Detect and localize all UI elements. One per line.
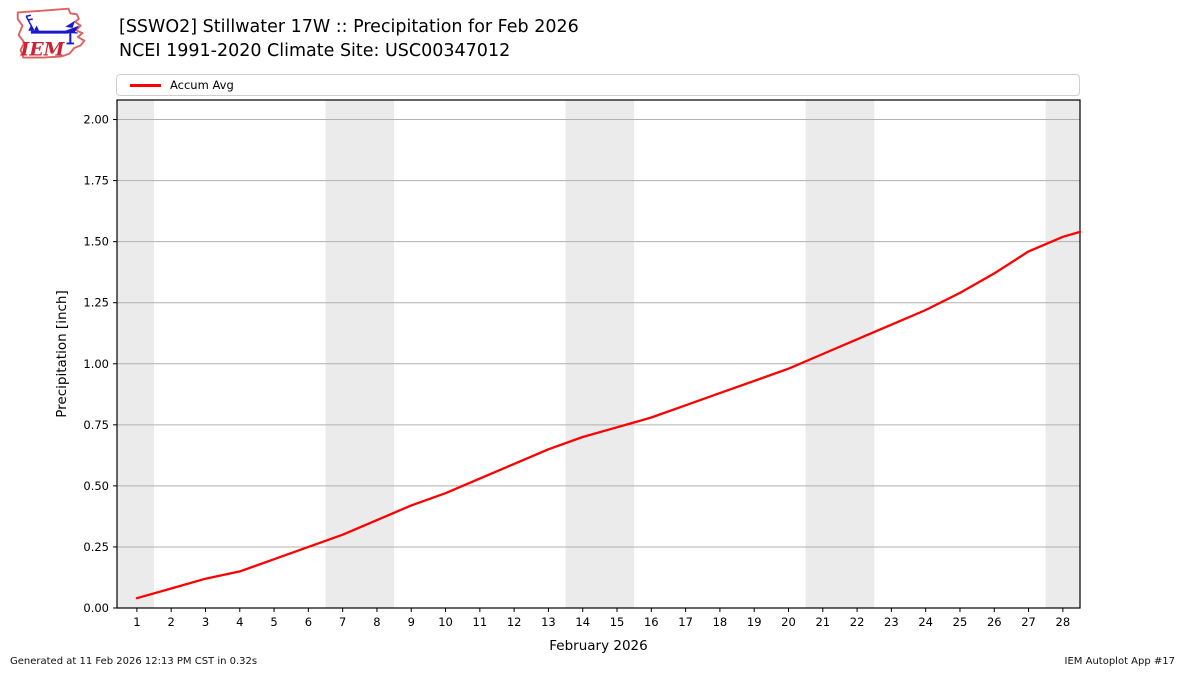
x-tick-label: 22 bbox=[850, 615, 865, 629]
x-tick-label: 10 bbox=[438, 615, 453, 629]
x-tick-label: 3 bbox=[202, 615, 209, 629]
x-tick-label: 17 bbox=[678, 615, 693, 629]
accum-avg-line bbox=[135, 230, 1082, 600]
y-tick-label: 0.50 bbox=[83, 479, 109, 493]
plot-border bbox=[116, 99, 1081, 609]
weather-vane-icon bbox=[25, 14, 80, 45]
weekend-band bbox=[565, 100, 635, 608]
x-tick-label: 13 bbox=[541, 615, 556, 629]
x-tick-label: 11 bbox=[473, 615, 488, 629]
legend-label: Accum Avg bbox=[170, 78, 234, 92]
iowa-outline-icon bbox=[16, 7, 86, 59]
weekend-band bbox=[1045, 100, 1080, 608]
accum-avg-line-swatch bbox=[130, 83, 161, 87]
x-tick-label: 25 bbox=[953, 615, 968, 629]
page-subtitle: NCEI 1991-2020 Climate Site: USC00347012 bbox=[119, 41, 511, 61]
app-credit: IEM Autoplot App #17 bbox=[1064, 656, 1175, 667]
legend-item-accum-avg: Accum Avg bbox=[130, 78, 234, 92]
x-axis-title: February 2026 bbox=[549, 638, 647, 654]
y-tick-label: 1.75 bbox=[83, 174, 109, 188]
weekend-band bbox=[117, 100, 155, 608]
y-tick-label: 2.00 bbox=[83, 113, 109, 127]
legend: Accum Avg bbox=[116, 74, 1080, 96]
iem-logo-text: IEM bbox=[20, 39, 66, 61]
title-block: [SSWO2] Stillwater 17W :: Precipitation … bbox=[119, 15, 579, 63]
x-tick-label: 2 bbox=[168, 615, 175, 629]
page-title: [SSWO2] Stillwater 17W :: Precipitation … bbox=[119, 17, 579, 37]
y-tick-label: 1.00 bbox=[83, 357, 109, 371]
x-tick-label: 18 bbox=[713, 615, 728, 629]
x-tick-label: 12 bbox=[507, 615, 522, 629]
x-tick-label: 24 bbox=[918, 615, 933, 629]
x-tick-label: 23 bbox=[884, 615, 899, 629]
y-tick-label: 1.50 bbox=[83, 235, 109, 249]
x-tick-label: 20 bbox=[781, 615, 796, 629]
weekend-band bbox=[325, 100, 395, 608]
x-tick-label: 7 bbox=[339, 615, 346, 629]
y-tick-label: 0.25 bbox=[83, 540, 109, 554]
x-tick-label: 28 bbox=[1056, 615, 1071, 629]
x-tick-label: 14 bbox=[575, 615, 590, 629]
y-axis-title: Precipitation [inch] bbox=[54, 290, 70, 418]
x-tick-label: 8 bbox=[373, 615, 380, 629]
x-tick-label: 19 bbox=[747, 615, 762, 629]
x-tick-label: 21 bbox=[815, 615, 830, 629]
x-tick-label: 5 bbox=[270, 615, 277, 629]
y-tick-label: 1.25 bbox=[83, 296, 109, 310]
generated-timestamp: Generated at 11 Feb 2026 12:13 PM CST in… bbox=[10, 656, 258, 667]
weekend-band bbox=[805, 100, 875, 608]
x-tick-label: 1 bbox=[133, 615, 140, 629]
x-tick-label: 9 bbox=[408, 615, 415, 629]
x-tick-label: 26 bbox=[987, 615, 1002, 629]
y-tick-label: 0.75 bbox=[83, 418, 109, 432]
x-tick-label: 6 bbox=[305, 615, 312, 629]
x-tick-label: 15 bbox=[610, 615, 625, 629]
x-tick-label: 27 bbox=[1021, 615, 1036, 629]
y-tick-label: 0.00 bbox=[83, 601, 109, 615]
x-tick-label: 4 bbox=[236, 615, 243, 629]
iem-logo: IEM bbox=[16, 7, 86, 61]
x-tick-label: 16 bbox=[644, 615, 659, 629]
